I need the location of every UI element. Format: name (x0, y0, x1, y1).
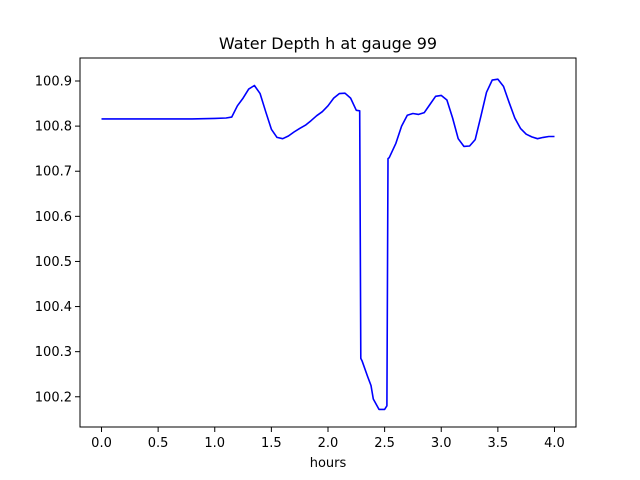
y-tick-label: 100.4 (35, 300, 72, 315)
y-tick-label: 100.9 (35, 75, 72, 90)
chart-title: Water Depth h at gauge 99 (219, 34, 437, 53)
x-tick-label: 3.5 (488, 436, 509, 451)
x-axis-label: hours (310, 456, 347, 471)
x-tick-label: 4.0 (544, 436, 565, 451)
x-tick-label: 0.5 (148, 436, 169, 451)
x-tick-label: 2.0 (318, 436, 339, 451)
y-tick-label: 100.3 (35, 345, 72, 360)
y-tick-label: 100.6 (35, 210, 72, 225)
x-axis: 0.0 0.5 1.0 1.5 2.0 2.5 3.0 3.5 4.0 (91, 427, 565, 451)
x-tick-label: 1.0 (204, 436, 225, 451)
x-tick-label: 0.0 (91, 436, 112, 451)
y-tick-label: 100.7 (35, 165, 72, 180)
x-tick-label: 2.5 (374, 436, 395, 451)
plot-area (101, 78, 555, 411)
y-tick-label: 100.5 (35, 255, 72, 270)
y-axis: 100.2 100.3 100.4 100.5 100.6 100.7 100.8 100.9 (35, 75, 80, 405)
x-tick-label: 3.0 (431, 436, 452, 451)
x-tick-label: 1.5 (261, 436, 282, 451)
y-tick-label: 100.2 (35, 390, 72, 405)
y-tick-label: 100.8 (35, 120, 72, 135)
series-line-0 (101, 78, 555, 411)
